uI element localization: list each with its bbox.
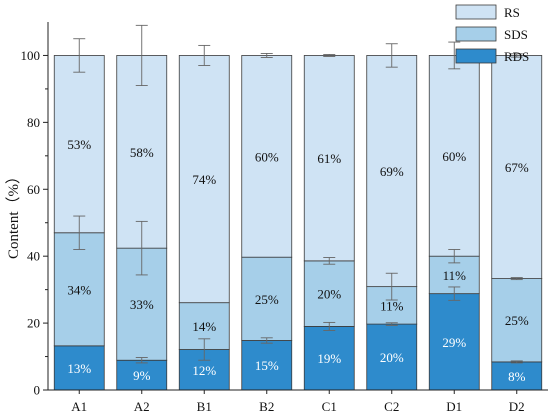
y-tick-label: 60 [27,182,40,197]
bar-rds-a2 [116,359,168,391]
data-label-sds-a1: 34% [67,282,91,297]
error-bar-rds-d2 [510,360,523,364]
data-label-rds-a2: 9% [133,368,151,383]
data-label-sds-b2: 25% [255,292,279,307]
data-label-rs-b1: 74% [192,172,216,187]
error-bar-rds-c2 [385,322,398,326]
data-label-rs-d2: 67% [505,160,529,175]
legend-swatch-rs [455,4,497,20]
error-bar-rds-b1 [198,338,211,361]
bar-rs-d1 [428,55,480,257]
error-bar-rds-b2 [260,337,273,344]
x-tick-label: B2 [259,399,274,414]
data-label-rds-d1: 29% [442,335,466,350]
axes-group: 0 20 40 60 80 100 A1 A2 B1 B2 C1 C2 D1 D2 Content（%） [5,22,548,414]
error-bar-sds-d2 [510,277,523,281]
legend: RS SDS RDS [455,4,529,64]
data-label-rds-a1: 13% [67,361,91,376]
x-tick-label: B1 [197,399,212,414]
x-tick-label: D1 [446,399,462,414]
y-tick-label: 0 [34,383,41,398]
bar-sds-a1 [53,232,105,347]
data-label-rs-a2: 58% [130,145,154,160]
error-bar-rs-b1 [198,44,211,66]
data-label-sds-b1: 14% [192,319,216,334]
bars-group [53,55,543,391]
bar-rds-b2 [241,340,293,391]
legend-label-sds: SDS [504,27,528,42]
bar-rds-c2 [366,323,418,391]
data-label-rds-c2: 20% [380,350,404,365]
data-label-rds-b2: 15% [255,358,279,373]
bar-rs-c2 [366,55,418,288]
data-labels-group: 13% 34% 53% 9% 33% 58% 12% 14% 74% 15% 25% 60% 19% 20… [67,137,529,384]
error-bar-sds-d1 [448,249,461,264]
error-bars-group [73,24,523,364]
bar-rs-c1 [303,55,355,262]
x-tick-label: A2 [134,399,150,414]
error-bar-rds-d1 [448,286,461,301]
bar-sds-d2 [491,278,543,363]
error-bar-sds-a2 [135,220,148,276]
y-tick-label: 20 [27,316,40,331]
data-label-sds-c2: 11% [380,298,404,313]
bar-rs-b1 [178,55,230,304]
error-bar-rds-c1 [323,321,336,331]
y-axis-label: Content（%） [5,169,22,259]
legend-swatch-sds [455,26,497,42]
bar-rs-a2 [116,55,168,249]
x-tick-label: D2 [509,399,525,414]
error-bar-rds-a2 [135,357,148,364]
error-bar-rs-a1 [73,38,86,73]
x-tick-label: C2 [384,399,399,414]
error-bar-rs-b2 [260,52,273,58]
y-tick-label: 80 [27,115,40,130]
data-label-rs-a1: 53% [67,137,91,152]
error-bar-sds-a1 [73,215,86,250]
data-label-rs-c2: 69% [380,164,404,179]
legend-label-rs: RS [504,5,520,20]
data-label-rds-b1: 12% [192,363,216,378]
error-bar-rs-c2 [385,43,398,68]
legend-label-rds: RDS [504,49,529,64]
data-label-sds-c1: 20% [317,287,341,302]
data-label-sds-a2: 33% [130,297,154,312]
y-tick-label: 100 [21,48,41,63]
error-bar-sds-c1 [323,257,336,265]
data-label-sds-d2: 25% [505,313,529,328]
data-label-rds-d2: 8% [508,369,526,384]
data-label-rs-b2: 60% [255,149,279,164]
bar-sds-b2 [241,256,293,341]
data-label-sds-d1: 11% [443,268,467,283]
data-label-rs-d1: 60% [442,149,466,164]
error-bar-rs-d2 [510,53,523,58]
bar-rds-d1 [428,293,480,391]
data-label-rs-c1: 61% [317,151,341,166]
error-bar-rs-a2 [135,24,148,87]
error-bar-sds-c2 [385,272,398,301]
error-bar-rs-c1 [323,54,336,57]
bar-rs-d2 [491,55,543,279]
legend-swatch-rds [455,48,497,64]
bar-rs-b2 [241,55,293,258]
bar-rds-a1 [53,345,105,391]
x-tick-label: C1 [322,399,337,414]
data-label-rds-c1: 19% [317,351,341,366]
bar-sds-c2 [366,286,418,325]
error-bar-rs-d1 [448,41,461,70]
x-tick-label: A1 [71,399,87,414]
y-tick-label: 40 [27,249,40,264]
